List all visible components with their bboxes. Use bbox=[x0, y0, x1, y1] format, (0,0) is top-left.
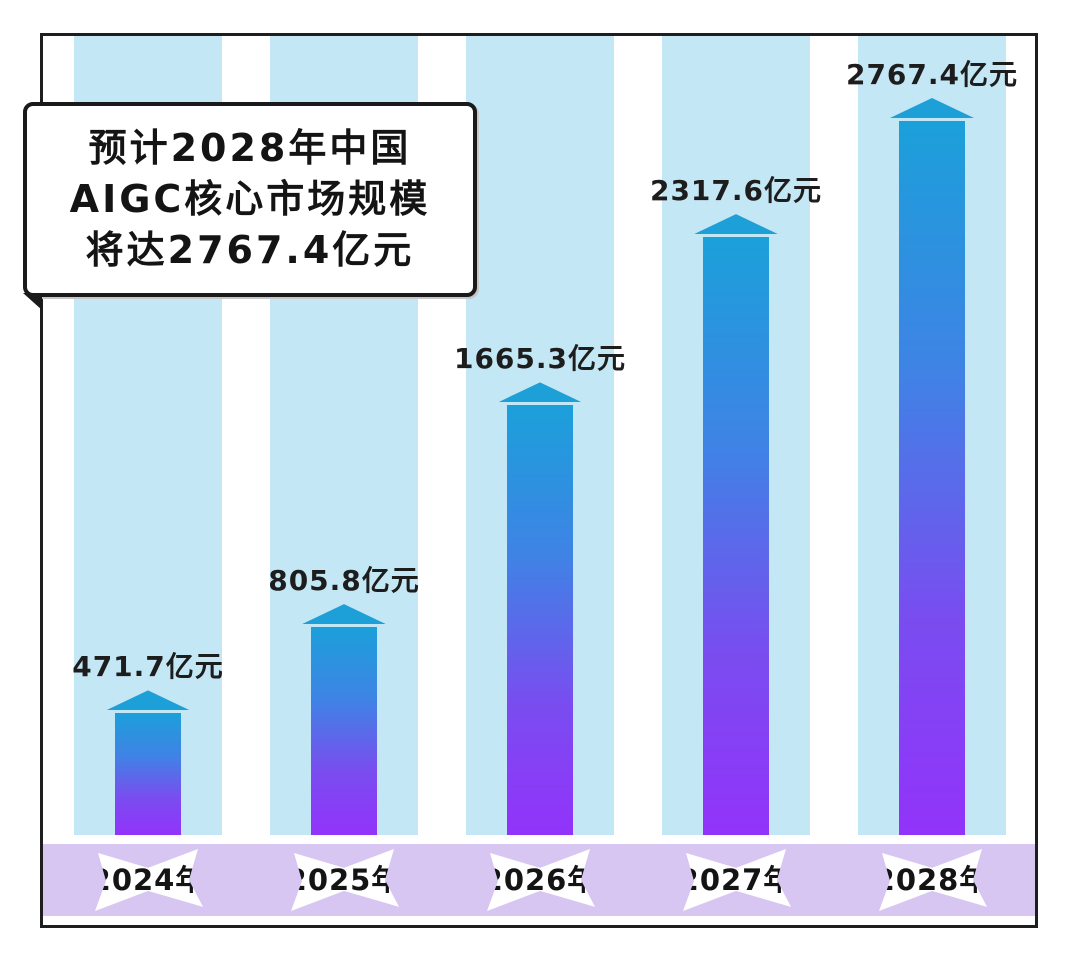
title-line-1: 预计2028年中国 bbox=[88, 126, 412, 170]
bar-body bbox=[115, 713, 181, 835]
year-badge: 2027年 bbox=[678, 849, 794, 911]
bar-value-label: 471.7亿元 bbox=[72, 650, 224, 684]
bar-cap-triangle-icon bbox=[890, 98, 974, 118]
year-label: 2028年 bbox=[874, 862, 990, 897]
year-badge: 2026年 bbox=[482, 849, 598, 911]
year-label: 2026年 bbox=[482, 862, 598, 897]
year-badge: 2028年 bbox=[874, 849, 990, 911]
chart-frame: 471.7亿元 805.8亿元 1665.3亿元 2317.6亿元 2767.4亿元 2… bbox=[40, 33, 1038, 928]
bar-value-label: 2767.4亿元 bbox=[845, 58, 1019, 91]
bar-value-label: 1665.3亿元 bbox=[453, 342, 627, 376]
bar-cap-triangle-icon bbox=[106, 690, 190, 711]
bar-body bbox=[311, 627, 377, 835]
bar-body bbox=[703, 237, 769, 835]
year-axis-band: 2024年 2025年 2026年 2027年 2028年 bbox=[43, 844, 1035, 916]
year-label: 2027年 bbox=[678, 862, 794, 897]
bar-value-label: 805.8亿元 bbox=[268, 564, 420, 598]
year-label: 2024年 bbox=[90, 862, 206, 897]
bar-value-label: 2317.6亿元 bbox=[649, 174, 823, 208]
bar-group-2025年: 805.8亿元 bbox=[268, 564, 420, 835]
bar-body bbox=[899, 121, 965, 835]
bar-group-2028年: 2767.4亿元 bbox=[846, 61, 1017, 835]
year-label: 2025年 bbox=[286, 862, 402, 897]
title-line-2: AIGC核心市场规模 bbox=[69, 177, 431, 221]
bar-cap-triangle-icon bbox=[694, 214, 778, 235]
plot-area: 471.7亿元 805.8亿元 1665.3亿元 2317.6亿元 2767.4亿元 bbox=[43, 36, 1035, 835]
bar-cap-triangle-icon bbox=[498, 382, 582, 403]
bar-cap-triangle-icon bbox=[302, 604, 386, 625]
title-line-3: 将达2767.4亿元 bbox=[85, 228, 415, 272]
bar-group-2024年: 471.7亿元 bbox=[72, 650, 224, 835]
title-callout: 预计2028年中国 AIGC核心市场规模 将达2767.4亿元 bbox=[23, 102, 477, 310]
year-badge: 2024年 bbox=[90, 849, 206, 911]
bar-group-2026年: 1665.3亿元 bbox=[454, 345, 625, 835]
bar-body bbox=[507, 405, 573, 835]
year-badge: 2025年 bbox=[286, 849, 402, 911]
bar-group-2027年: 2317.6亿元 bbox=[650, 177, 821, 835]
